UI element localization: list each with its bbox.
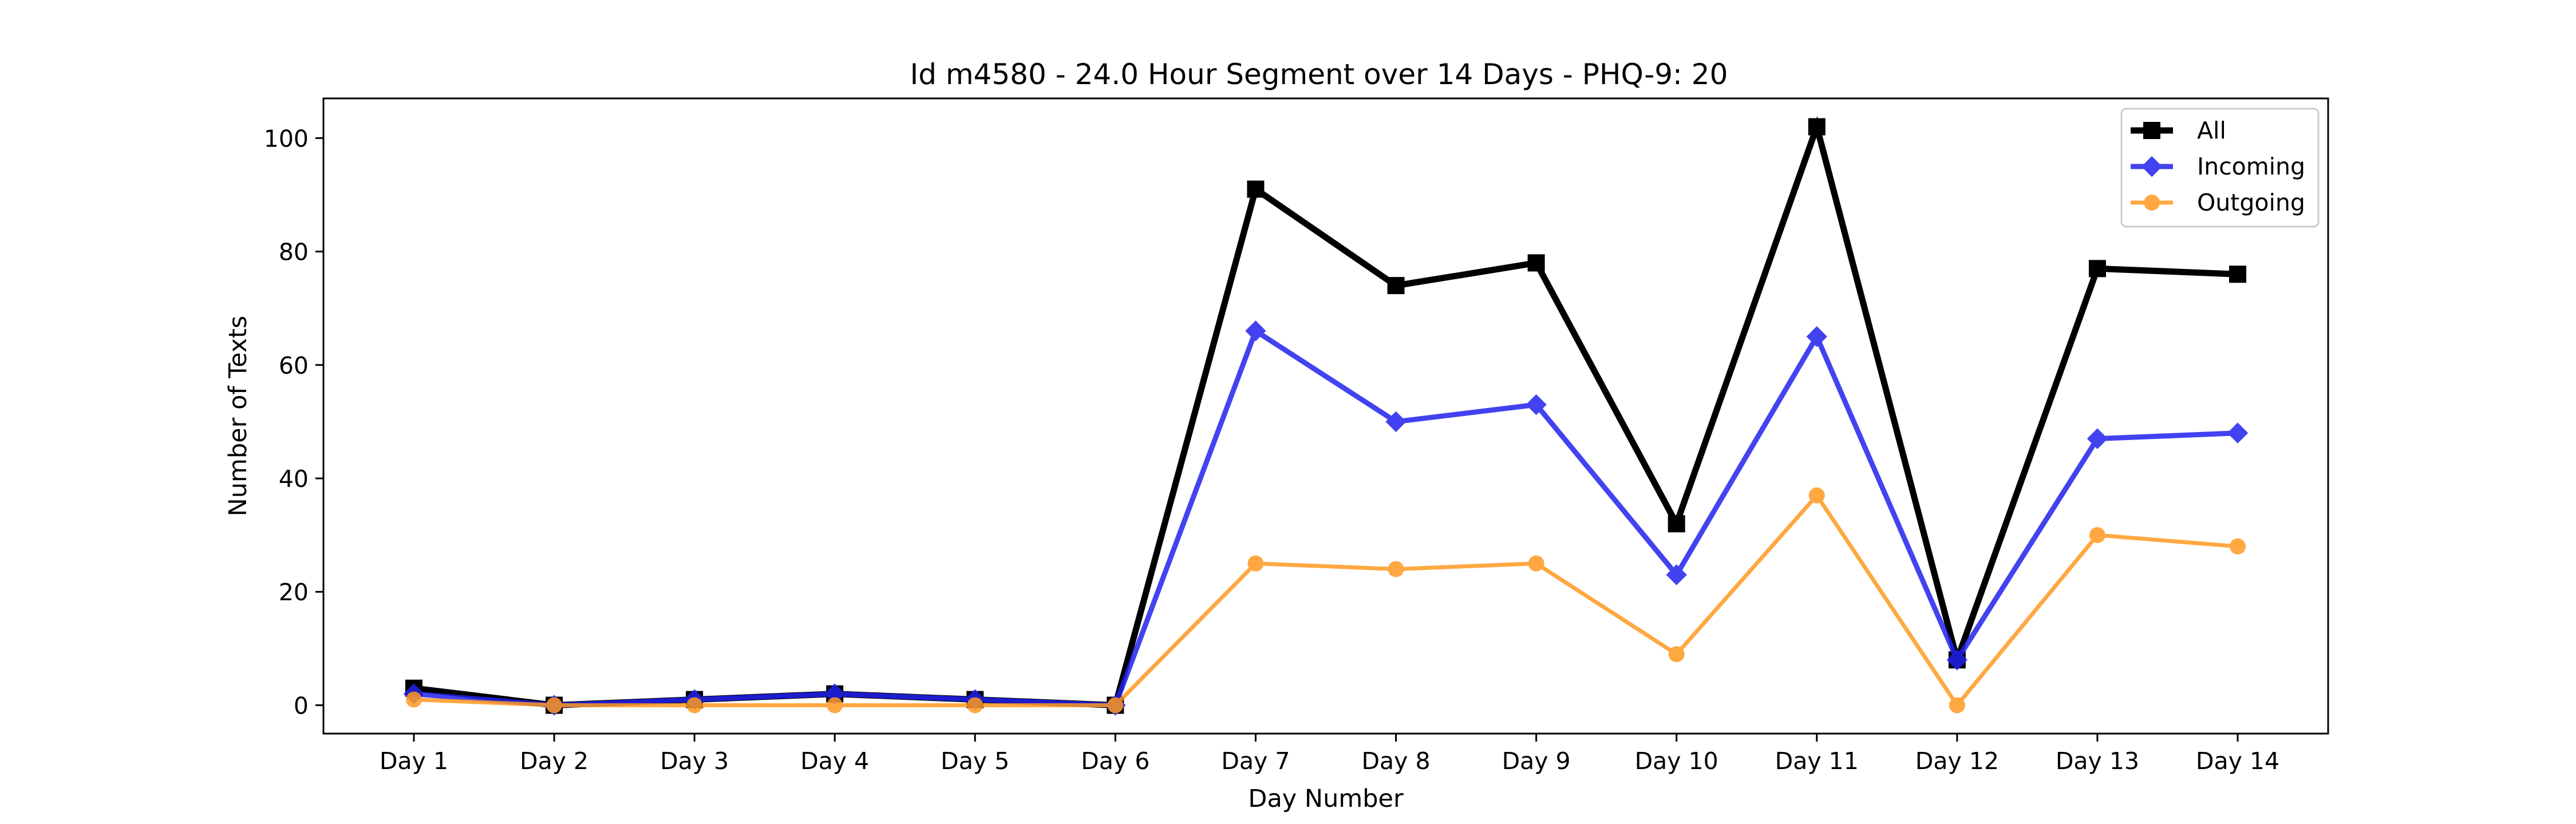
x-axis: Day 1 Day 2 Day 3 Day 4 Day 5 Day 6 Day 7 Day 8…	[380, 734, 2279, 775]
data-point	[1245, 320, 1266, 342]
data-point	[1668, 646, 1685, 663]
x-tick-label: Day 12	[1915, 747, 1999, 775]
data-point	[2230, 538, 2246, 554]
legend-entry	[2131, 195, 2173, 211]
y-axis-label: Number of Texts	[224, 316, 252, 517]
series-line	[413, 492, 2238, 709]
x-tick-label: Day 11	[1775, 747, 1859, 775]
data-point	[1107, 697, 1124, 714]
legend-marker	[2143, 122, 2160, 139]
x-tick-label: Day 4	[800, 747, 869, 775]
data-point	[827, 697, 843, 714]
data-point	[2089, 527, 2105, 544]
data-point	[1946, 649, 1968, 671]
y-tick-label: 60	[279, 352, 309, 379]
data-point	[1247, 180, 1265, 198]
data-point	[1387, 277, 1405, 295]
data-point	[1808, 118, 1826, 136]
data-point	[1527, 254, 1545, 272]
y-axis: 0 20 40 60 80 100	[264, 125, 323, 719]
x-tick-label: Day 1	[380, 747, 448, 775]
x-tick-label: Day 3	[660, 747, 729, 775]
data-point	[1526, 394, 1547, 415]
plot-frame	[322, 97, 2329, 735]
x-axis-label: Day Number	[1248, 785, 1404, 813]
legend-entry	[2131, 156, 2173, 177]
data-point	[1388, 561, 1404, 577]
series-layer	[403, 116, 2249, 716]
data-point	[1666, 564, 1687, 585]
data-point	[1385, 411, 1406, 433]
data-point	[1247, 555, 1264, 572]
x-tick-label: Day 8	[1361, 747, 1430, 775]
x-tick-label: Day 6	[1081, 747, 1149, 775]
x-tick-label: Day 10	[1635, 747, 1718, 775]
y-tick-label: 0	[294, 692, 309, 719]
x-tick-label: Day 14	[2196, 747, 2279, 775]
legend-label: All	[2197, 117, 2226, 144]
data-point	[2227, 422, 2249, 443]
y-tick-label: 40	[279, 465, 309, 493]
legend-entry	[2131, 122, 2173, 139]
x-tick-label: Day 7	[1221, 747, 1290, 775]
legend-marker	[2144, 195, 2160, 211]
data-point	[406, 691, 422, 708]
y-tick-label: 20	[279, 579, 309, 606]
legend-marker	[2141, 156, 2163, 177]
legend-label: Outgoing	[2197, 189, 2305, 216]
series-line	[413, 327, 2238, 708]
x-tick-label: Day 13	[2056, 747, 2139, 775]
legend-frame	[2120, 108, 2320, 228]
data-point	[1668, 515, 1685, 533]
data-point	[2088, 260, 2106, 278]
data-point	[1949, 697, 1965, 714]
y-tick-label: 80	[279, 239, 309, 266]
x-tick-label: Day 5	[941, 747, 1009, 775]
series-outgoing	[406, 487, 2246, 714]
data-point	[2229, 266, 2246, 283]
legend: All Incoming Outgoing	[2120, 108, 2320, 228]
data-point	[546, 697, 563, 714]
data-point	[2087, 428, 2108, 449]
data-point	[824, 683, 846, 704]
chart-title: Id m4580 - 24.0 Hour Segment over 14 Day…	[910, 58, 1728, 91]
legend-label: Incoming	[2197, 153, 2305, 180]
data-point	[967, 697, 983, 714]
data-point	[686, 697, 703, 714]
data-point	[1528, 555, 1544, 572]
x-tick-label: Day 9	[1502, 747, 1571, 775]
y-tick-label: 100	[264, 125, 309, 152]
data-point	[1808, 487, 1825, 504]
data-point	[1806, 326, 1827, 347]
x-tick-label: Day 2	[520, 747, 588, 775]
